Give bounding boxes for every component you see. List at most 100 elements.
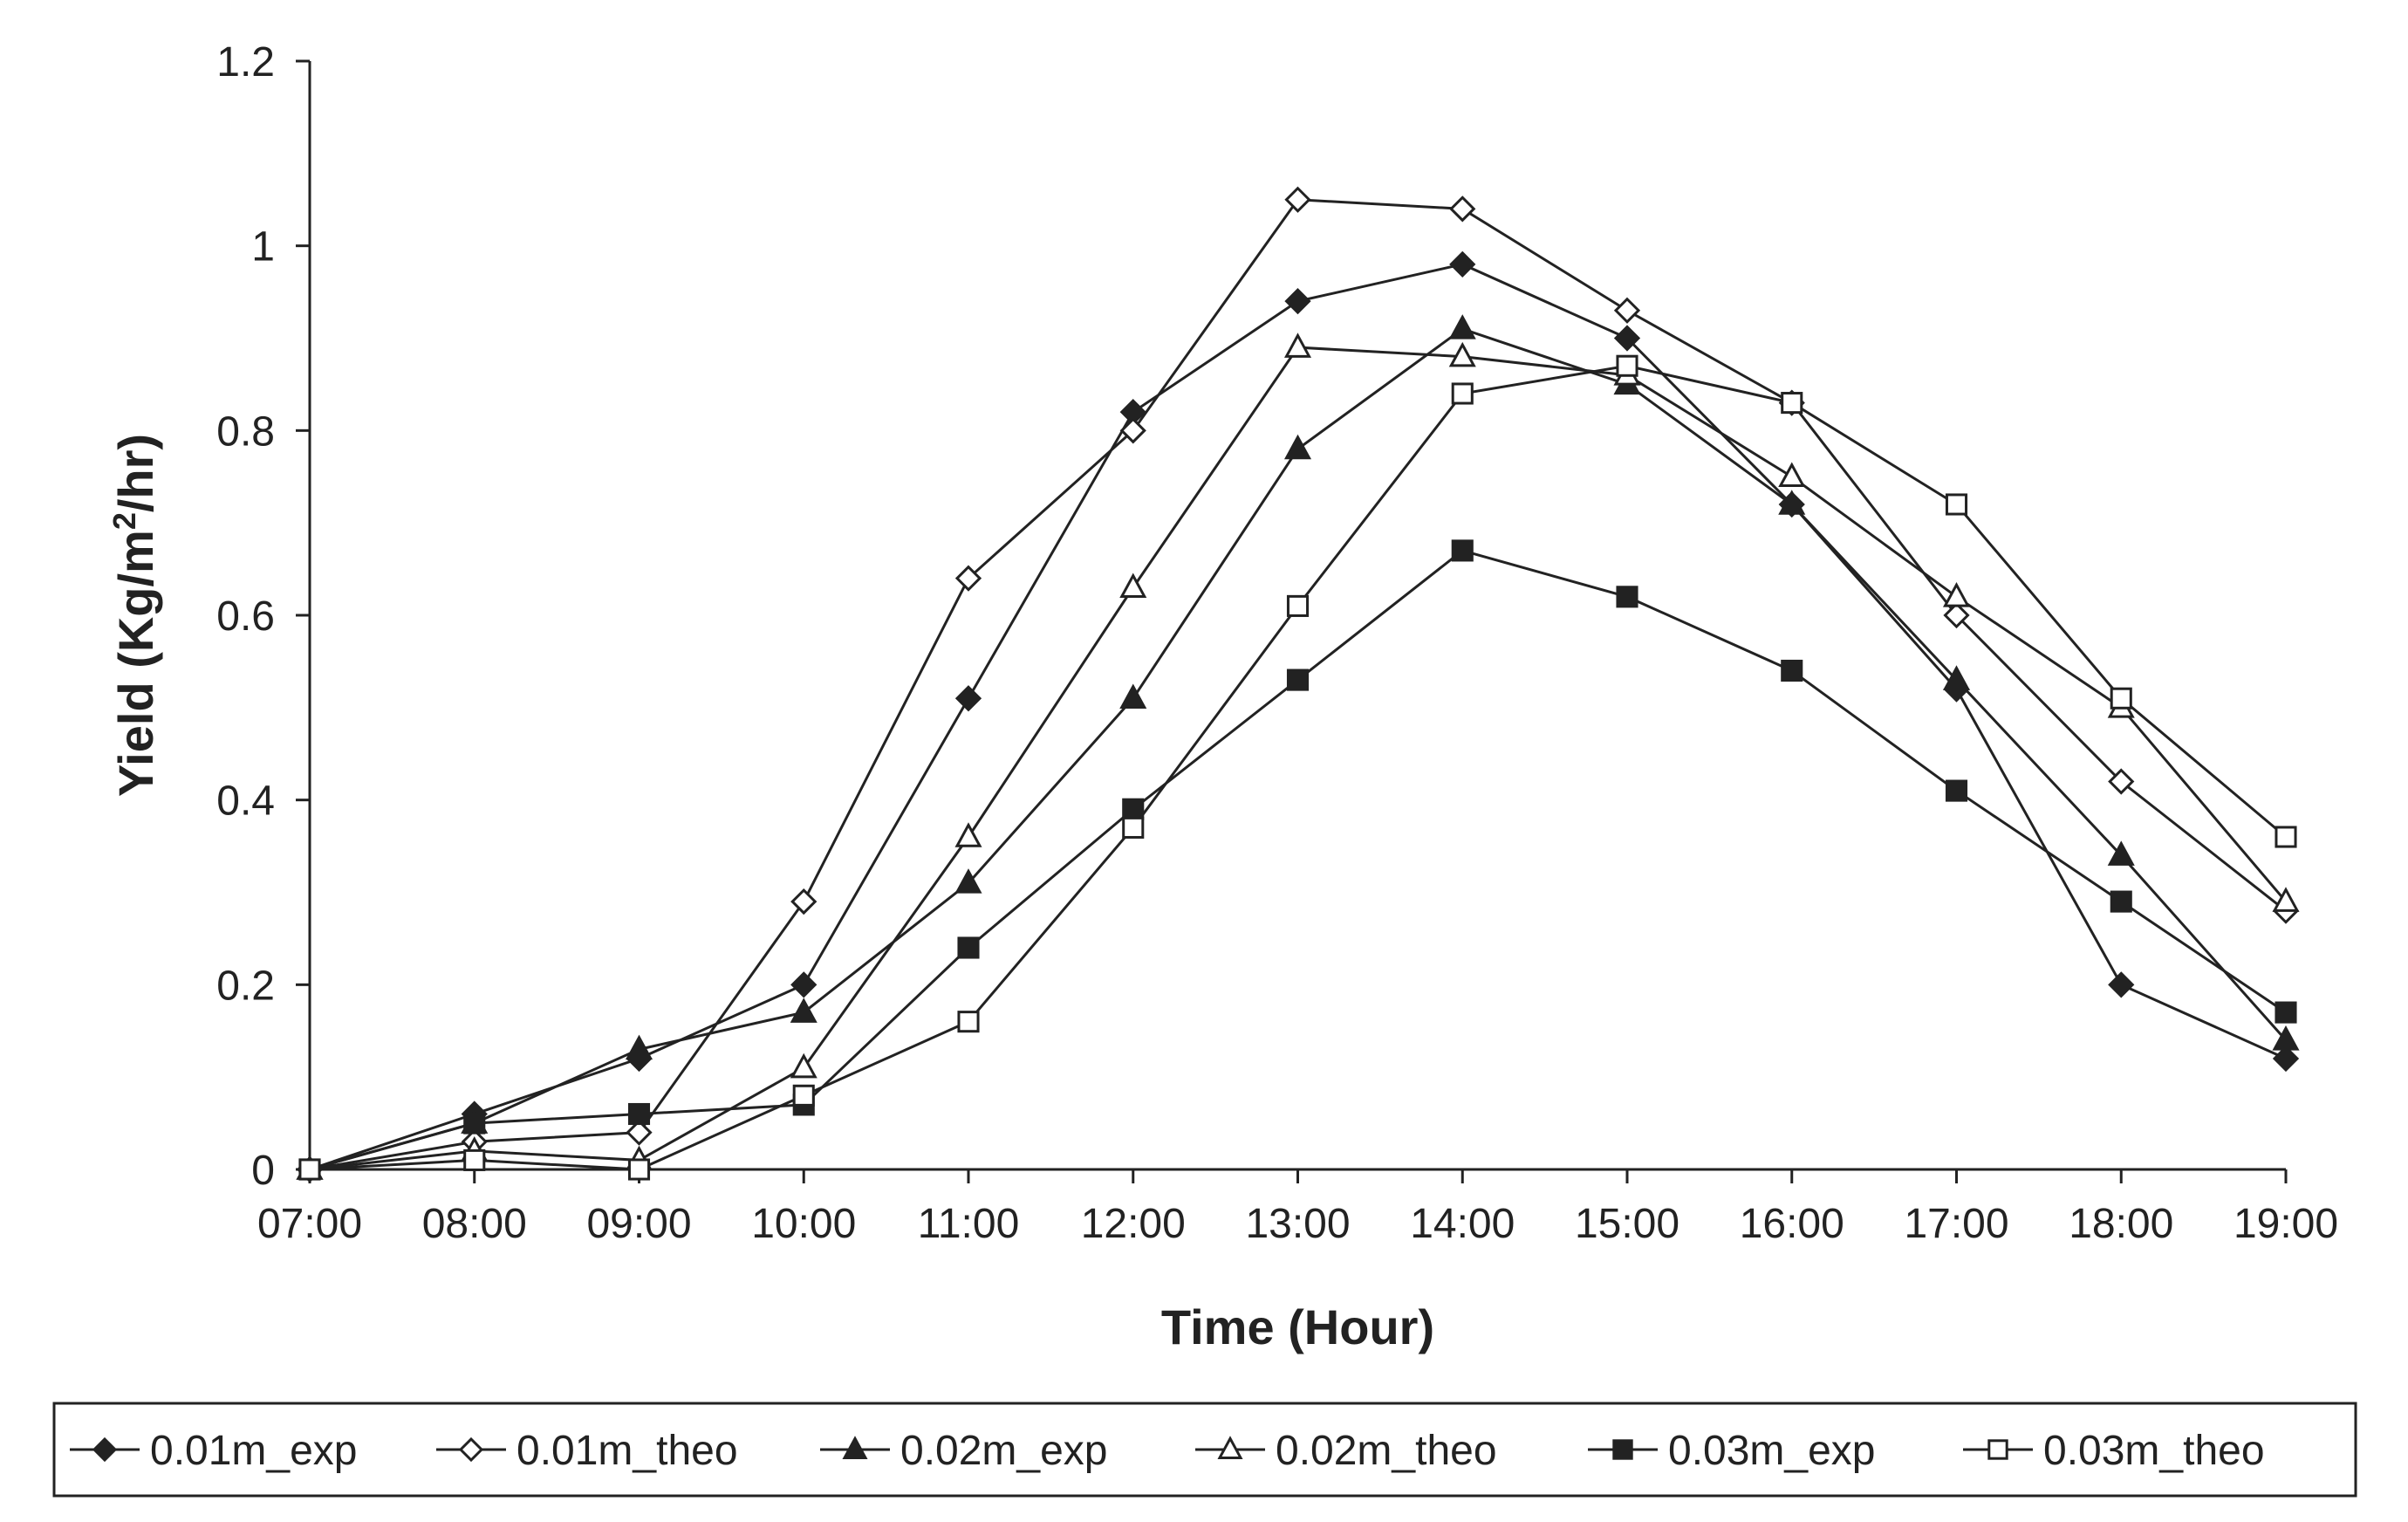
data-point-0.02m_exp: [2107, 840, 2135, 866]
data-point-0.01m_theo: [790, 888, 817, 915]
axes: 0 0.2 0.4 0.6 0.8 1 1.2 07:00 08:00 09:00 10:00 11:…: [216, 39, 2338, 1247]
data-point-0.03m_exp: [1122, 798, 1145, 820]
x-axis-title: Time (Hour): [1161, 1299, 1434, 1354]
data-point-0.01m_exp: [2108, 971, 2135, 998]
data-point-0.03m_theo: [1616, 354, 1638, 377]
data-point-0.02m_exp: [1283, 434, 1312, 460]
data-point-0.03m_theo: [1781, 392, 1803, 415]
data-point-0.01m_exp: [1284, 288, 1311, 315]
data-point-0.01m_theo: [2108, 768, 2135, 795]
data-point-0.03m_exp: [1616, 586, 1638, 608]
legend-item-0.03m_theo: 0.03m_theo: [1963, 1428, 2265, 1474]
legend-label: 0.01m_exp: [150, 1428, 358, 1474]
legend-label: 0.03m_theo: [2043, 1428, 2265, 1474]
data-point-0.03m_theo: [792, 1084, 815, 1107]
x-tick-label: 09:00: [586, 1201, 691, 1247]
y-tick-label: 0.4: [216, 778, 275, 825]
series-0.02m_theo: [296, 333, 2300, 1180]
x-tick-label: 15:00: [1575, 1201, 1679, 1247]
x-tick-label: 12:00: [1081, 1201, 1186, 1247]
data-point-0.02m_exp: [1448, 314, 1476, 339]
data-point-0.01m_exp: [2272, 1045, 2300, 1073]
legend-marker: [1217, 1436, 1243, 1459]
data-point-0.03m_theo: [627, 1158, 651, 1181]
data-point-0.01m_exp: [790, 971, 817, 998]
series-line-0.02m_theo: [309, 346, 2288, 1171]
y-tick-label: 0.2: [216, 963, 275, 1009]
data-point-0.01m_theo: [1449, 195, 1476, 223]
legend-marker: [92, 1436, 118, 1463]
data-point-0.01m_theo: [626, 1119, 653, 1146]
data-point-0.03m_exp: [463, 1112, 486, 1135]
data-point-0.03m_theo: [1122, 816, 1145, 839]
legend-label: 0.02m_theo: [1276, 1428, 1497, 1474]
y-tick-label: 0.6: [216, 593, 275, 640]
data-point-0.03m_exp: [1945, 779, 1968, 802]
data-point-0.02m_exp: [2272, 1025, 2300, 1051]
data-point-0.03m_theo: [1451, 382, 1474, 405]
data-point-0.03m_exp: [2110, 890, 2132, 913]
series-0.02m_exp: [296, 314, 2300, 1180]
data-point-0.02m_exp: [1778, 490, 1806, 515]
data-point-0.03m_theo: [2275, 826, 2297, 848]
legend-label: 0.03m_exp: [1668, 1428, 1876, 1474]
x-tick-label: 18:00: [2069, 1201, 2173, 1247]
data-point-0.01m_theo: [1943, 601, 1970, 629]
data-point-0.01m_exp: [954, 685, 982, 712]
data-point-0.02m_theo: [954, 822, 982, 847]
data-point-0.01m_theo: [1284, 186, 1311, 213]
data-point-0.02m_theo: [1448, 341, 1476, 367]
data-point-0.03m_theo: [1945, 493, 1968, 516]
x-tick-label: 14:00: [1410, 1201, 1515, 1247]
data-point-0.03m_exp: [2275, 1001, 2297, 1024]
series-layer: [296, 186, 2300, 1183]
y-tick-label: 0.8: [216, 408, 275, 455]
data-point-0.02m_theo: [1778, 462, 1806, 487]
legend-marker: [1612, 1439, 1633, 1460]
y-tick-label: 1.2: [216, 39, 275, 86]
data-point-0.03m_exp: [1286, 668, 1310, 691]
series-0.03m_exp: [298, 539, 2297, 1181]
legend-label: 0.02m_exp: [900, 1428, 1108, 1474]
data-point-0.01m_exp: [1613, 325, 1641, 352]
data-point-0.02m_theo: [2272, 887, 2300, 912]
y-tick-label: 1: [251, 224, 275, 271]
data-point-0.03m_theo: [2110, 687, 2132, 710]
data-point-0.02m_exp: [1942, 665, 1971, 690]
legend-marker: [1987, 1439, 2008, 1460]
data-point-0.02m_exp: [1119, 683, 1147, 709]
y-tick-label: 0: [251, 1148, 275, 1194]
x-tick-label: 19:00: [2234, 1201, 2338, 1247]
data-point-0.02m_exp: [625, 1034, 653, 1060]
series-line-0.03m_theo: [309, 364, 2287, 1171]
data-point-0.02m_theo: [790, 1052, 817, 1079]
data-point-0.02m_theo: [1942, 582, 1971, 607]
legend-item-0.01m_theo: 0.01m_theo: [436, 1428, 738, 1474]
x-tick-label: 11:00: [918, 1201, 1020, 1247]
y-axis-title-superscript: 2: [106, 512, 142, 530]
series-0.01m_exp: [296, 250, 2300, 1183]
y-axis-title-tail: /hr): [108, 434, 163, 512]
data-point-0.02m_exp: [790, 998, 817, 1023]
data-point-0.03m_theo: [1286, 594, 1310, 617]
x-tick-label: 16:00: [1740, 1201, 1844, 1247]
series-line-0.03m_exp: [309, 549, 2287, 1171]
x-tick-label: 07:00: [257, 1201, 362, 1247]
legend-item-0.03m_exp: 0.03m_exp: [1588, 1428, 1876, 1474]
x-tick-label: 13:00: [1245, 1201, 1350, 1247]
data-point-0.03m_theo: [463, 1148, 486, 1171]
data-point-0.03m_exp: [1451, 539, 1474, 562]
data-point-0.01m_exp: [1449, 250, 1476, 278]
legend-marker: [458, 1436, 484, 1463]
data-point-0.03m_theo: [957, 1011, 980, 1033]
data-point-0.03m_exp: [627, 1102, 651, 1126]
legend-label: 0.01m_theo: [516, 1428, 738, 1474]
legend-item-0.02m_exp: 0.02m_exp: [820, 1428, 1108, 1474]
series-0.03m_theo: [298, 354, 2297, 1181]
legend-item-0.02m_theo: 0.02m_theo: [1195, 1428, 1497, 1474]
data-point-0.01m_theo: [1119, 417, 1146, 444]
data-point-0.02m_theo: [1119, 572, 1147, 598]
data-point-0.03m_exp: [957, 936, 980, 959]
data-point-0.03m_theo: [298, 1158, 321, 1181]
